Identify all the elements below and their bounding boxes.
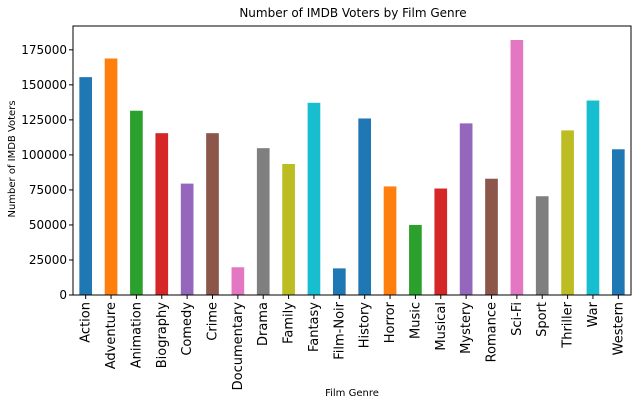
x-tick-label: Drama (256, 302, 271, 346)
bar-music (409, 224, 422, 295)
bar-thriller (561, 130, 574, 295)
bar-animation (130, 110, 143, 295)
bar-comedy (180, 183, 194, 295)
bar-musical (434, 188, 448, 295)
bar-fantasy (307, 102, 321, 295)
y-axis-label: Number of IMDB Voters (7, 100, 18, 217)
bar-horror (383, 186, 397, 295)
x-tick-label: Horror (383, 301, 398, 343)
bar-drama (256, 148, 270, 295)
x-tick-label: Action (79, 302, 94, 343)
y-tick-label: 75000 (29, 183, 67, 197)
x-tick-label: Biography (155, 302, 170, 369)
bar-documentary (231, 267, 245, 295)
y-tick-label: 125000 (21, 113, 67, 127)
x-tick-label: War (586, 301, 601, 327)
x-tick-label: Western (611, 302, 626, 355)
bar-sci-fi (510, 40, 524, 296)
bar-film-noir (332, 268, 346, 295)
bar-action (79, 77, 93, 295)
y-tick-label: 0 (59, 288, 67, 302)
x-tick-label: Thriller (561, 301, 576, 348)
x-tick-label: Film-Noir (332, 301, 347, 359)
bar-romance (485, 178, 498, 295)
x-tick-label: Fantasy (307, 302, 322, 352)
bar-family (282, 164, 295, 295)
x-tick-label: Mystery (459, 302, 474, 354)
x-tick-label: Documentary (231, 302, 246, 391)
bar-crime (206, 133, 219, 295)
bar-history (358, 118, 372, 295)
x-tick-label: Family (282, 302, 297, 344)
y-tick-label: 175000 (21, 43, 67, 57)
y-tick-label: 25000 (29, 253, 67, 267)
bar-war (586, 100, 600, 295)
x-tick-label: Music (408, 302, 423, 339)
chart-title: Number of IMDB Voters by Film Genre (239, 6, 466, 20)
y-tick-label: 50000 (29, 218, 67, 232)
y-tick-label: 150000 (21, 78, 67, 92)
bar-mystery (459, 123, 473, 296)
x-tick-label: History (358, 302, 373, 349)
bar-adventure (104, 58, 118, 295)
bar-western (611, 149, 625, 295)
bar-biography (155, 133, 169, 295)
plot-area: 0 25000 50000 75000 100000 125000 150000 175000… (21, 25, 632, 391)
x-tick-label: Animation (129, 302, 144, 368)
x-tick-label: Sci-Fi (510, 302, 525, 336)
x-tick-label: Romance (485, 302, 500, 362)
x-axis-label: Film Genre (325, 388, 379, 399)
y-tick-label: 100000 (21, 148, 67, 162)
bar-sport (535, 196, 549, 295)
plot-frame (72, 25, 632, 296)
x-tick-label: Adventure (104, 302, 119, 369)
x-tick-label: Crime (206, 302, 221, 341)
x-tick-label: Comedy (180, 302, 195, 356)
x-tick-label: Musical (434, 302, 449, 351)
x-tick-label: Sport (535, 302, 550, 337)
